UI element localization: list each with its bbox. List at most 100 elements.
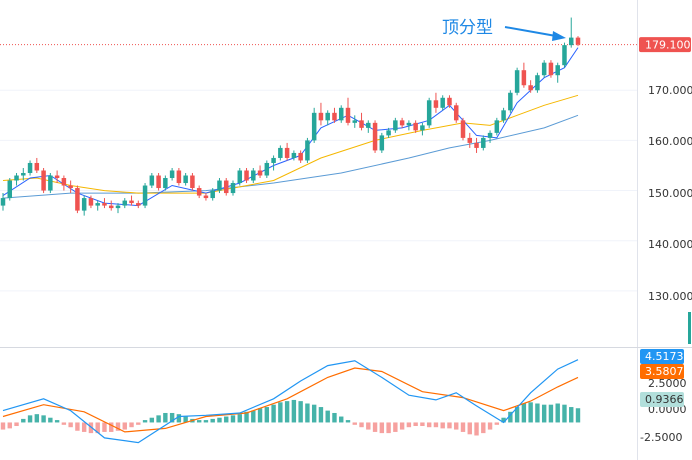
dea-tag-box — [640, 364, 684, 379]
candle — [122, 198, 128, 209]
candle-body — [14, 175, 19, 181]
candle-body — [311, 112, 317, 141]
annotation-arrow-shaft — [504, 26, 557, 37]
macd-histogram-bar — [0, 422, 6, 430]
candle-body — [366, 122, 371, 128]
macd-histogram-bar — [345, 420, 351, 423]
candle-body — [568, 37, 574, 46]
macd-histogram-bar — [447, 422, 452, 429]
macd-histogram-bar — [230, 415, 236, 423]
candle — [366, 120, 371, 133]
candle-body — [487, 132, 493, 138]
candle-body — [75, 188, 80, 211]
macd-histogram-bar — [352, 422, 357, 425]
candle-body — [433, 100, 439, 108]
candle — [115, 203, 121, 214]
macd-histogram-bar — [196, 420, 202, 423]
candle — [521, 62, 527, 88]
ma-slow-line — [2, 114, 579, 199]
candle-body — [548, 62, 554, 76]
candle — [156, 173, 161, 191]
macd-histogram-bar — [41, 415, 46, 423]
candle — [149, 173, 155, 189]
macd-histogram-bar — [7, 422, 12, 429]
last-price-tag-text: 179.1000 — [645, 39, 692, 52]
macd-histogram-bar — [528, 402, 533, 423]
price-tick-label: 150.0000 — [648, 187, 692, 200]
annotation-label: 顶分型 — [442, 18, 493, 38]
macd-histogram-bar — [332, 412, 337, 423]
candle — [332, 107, 337, 123]
macd-histogram-bar — [372, 422, 378, 432]
macd-histogram-bar — [257, 408, 263, 423]
macd-histogram-bar — [541, 404, 547, 423]
candle — [7, 178, 13, 201]
macd-histogram-bar — [366, 422, 371, 430]
candle — [460, 117, 466, 141]
candle-body — [359, 120, 364, 128]
macd-histogram-bar — [142, 420, 148, 423]
candle — [562, 42, 567, 68]
candle — [494, 117, 500, 136]
candle — [575, 36, 581, 47]
macd-histogram-bar — [494, 422, 500, 425]
candle-body — [115, 205, 121, 209]
macd-histogram-bar — [521, 403, 527, 423]
candle — [68, 180, 73, 194]
macd-histogram-bar — [440, 422, 445, 429]
candle — [183, 173, 188, 186]
macd-histogram-bar — [68, 422, 73, 428]
macd-histogram-bar — [210, 418, 215, 423]
price-axis-scroll-handle[interactable] — [688, 312, 691, 344]
candle-body — [0, 198, 6, 206]
macd-histogram-bar — [224, 416, 229, 423]
candle — [88, 195, 94, 209]
candle — [210, 188, 215, 201]
macd-histogram-bar — [54, 420, 60, 423]
macd-histogram-bar — [393, 422, 398, 432]
macd-histogram-bar — [129, 422, 134, 428]
macd-histogram-bar — [81, 422, 87, 432]
candle-body — [108, 205, 114, 209]
macd-histogram-bar — [420, 422, 425, 427]
macd-histogram-bar — [278, 402, 283, 423]
candle — [203, 193, 209, 201]
candle-body — [68, 185, 73, 189]
candle — [426, 97, 432, 128]
candle — [508, 90, 513, 113]
candle-body — [223, 180, 229, 194]
candle-body — [318, 112, 324, 121]
candle — [271, 155, 276, 171]
last-price-tag: 179.1000 — [639, 37, 692, 53]
candle-body — [196, 188, 202, 196]
macd-tick-label: 2.5000 — [648, 377, 687, 390]
dif-tag-text: 4.5173 — [645, 350, 684, 363]
candle-body — [48, 175, 53, 191]
candle — [379, 132, 385, 153]
candles — [0, 17, 581, 216]
candle — [440, 95, 445, 111]
macd-histogram-bar — [27, 415, 33, 423]
candle — [393, 117, 398, 133]
macd-histogram-bar — [413, 422, 418, 427]
candle-body — [176, 170, 182, 184]
macd-histogram-bar — [291, 399, 297, 423]
candle-body — [332, 112, 337, 121]
candle — [305, 137, 310, 163]
candle-body — [169, 170, 175, 179]
macd-histogram-bar — [514, 407, 520, 423]
macd-histogram-bar — [562, 404, 567, 423]
macd-histogram-bar — [481, 422, 486, 434]
candle-body — [183, 175, 188, 184]
candle — [284, 142, 290, 161]
candle-body — [163, 178, 168, 189]
macd-histogram-bar — [237, 414, 242, 423]
candle — [433, 92, 439, 113]
macd-histogram-bar — [508, 411, 513, 423]
candle — [190, 173, 195, 191]
candle-body — [555, 65, 560, 76]
candle — [318, 102, 324, 126]
macd-histogram-bar — [122, 422, 127, 430]
candle — [14, 173, 19, 186]
macd-histogram-bar — [136, 422, 141, 425]
